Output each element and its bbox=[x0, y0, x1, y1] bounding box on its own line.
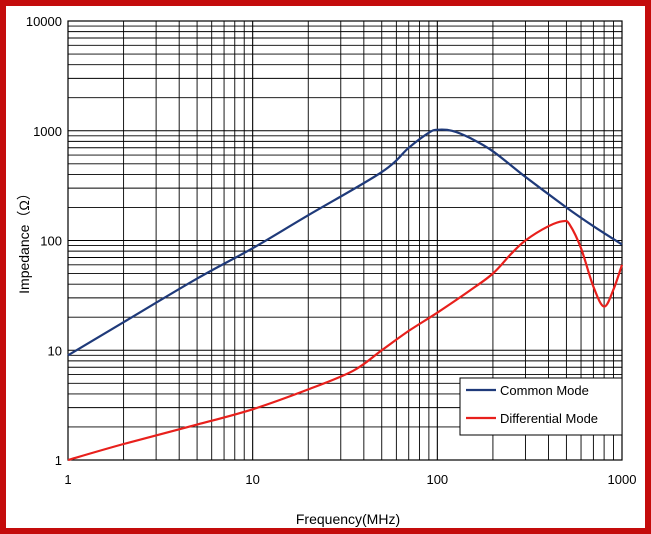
y-tick-label: 1000 bbox=[33, 124, 62, 139]
y-tick-label: 10 bbox=[48, 343, 62, 358]
x-tick-label: 1 bbox=[64, 472, 71, 487]
y-tick-label: 10000 bbox=[26, 14, 62, 29]
x-axis-title: Frequency(MHz) bbox=[296, 511, 400, 527]
plot-area-border bbox=[67, 20, 623, 461]
y-tick-label: 1 bbox=[55, 453, 62, 468]
x-tick-label: 1000 bbox=[608, 472, 637, 487]
y-tick-label: 100 bbox=[40, 234, 62, 249]
grid bbox=[68, 21, 622, 460]
series-group bbox=[67, 128, 624, 462]
series-line-differential-mode bbox=[67, 219, 624, 462]
legend-label-common-mode: Common Mode bbox=[500, 383, 589, 398]
tick-labels: 1 10 100 1000 1 10 100 1000 10000 bbox=[26, 14, 637, 487]
y-axis-title: Impedance（Ω） bbox=[16, 186, 32, 294]
series-line-common-mode bbox=[67, 128, 623, 357]
x-tick-label: 100 bbox=[426, 472, 448, 487]
legend: Common Mode Differential Mode bbox=[459, 377, 623, 436]
x-tick-label: 10 bbox=[245, 472, 259, 487]
legend-label-differential-mode: Differential Mode bbox=[500, 411, 598, 426]
legend-box bbox=[459, 377, 623, 436]
